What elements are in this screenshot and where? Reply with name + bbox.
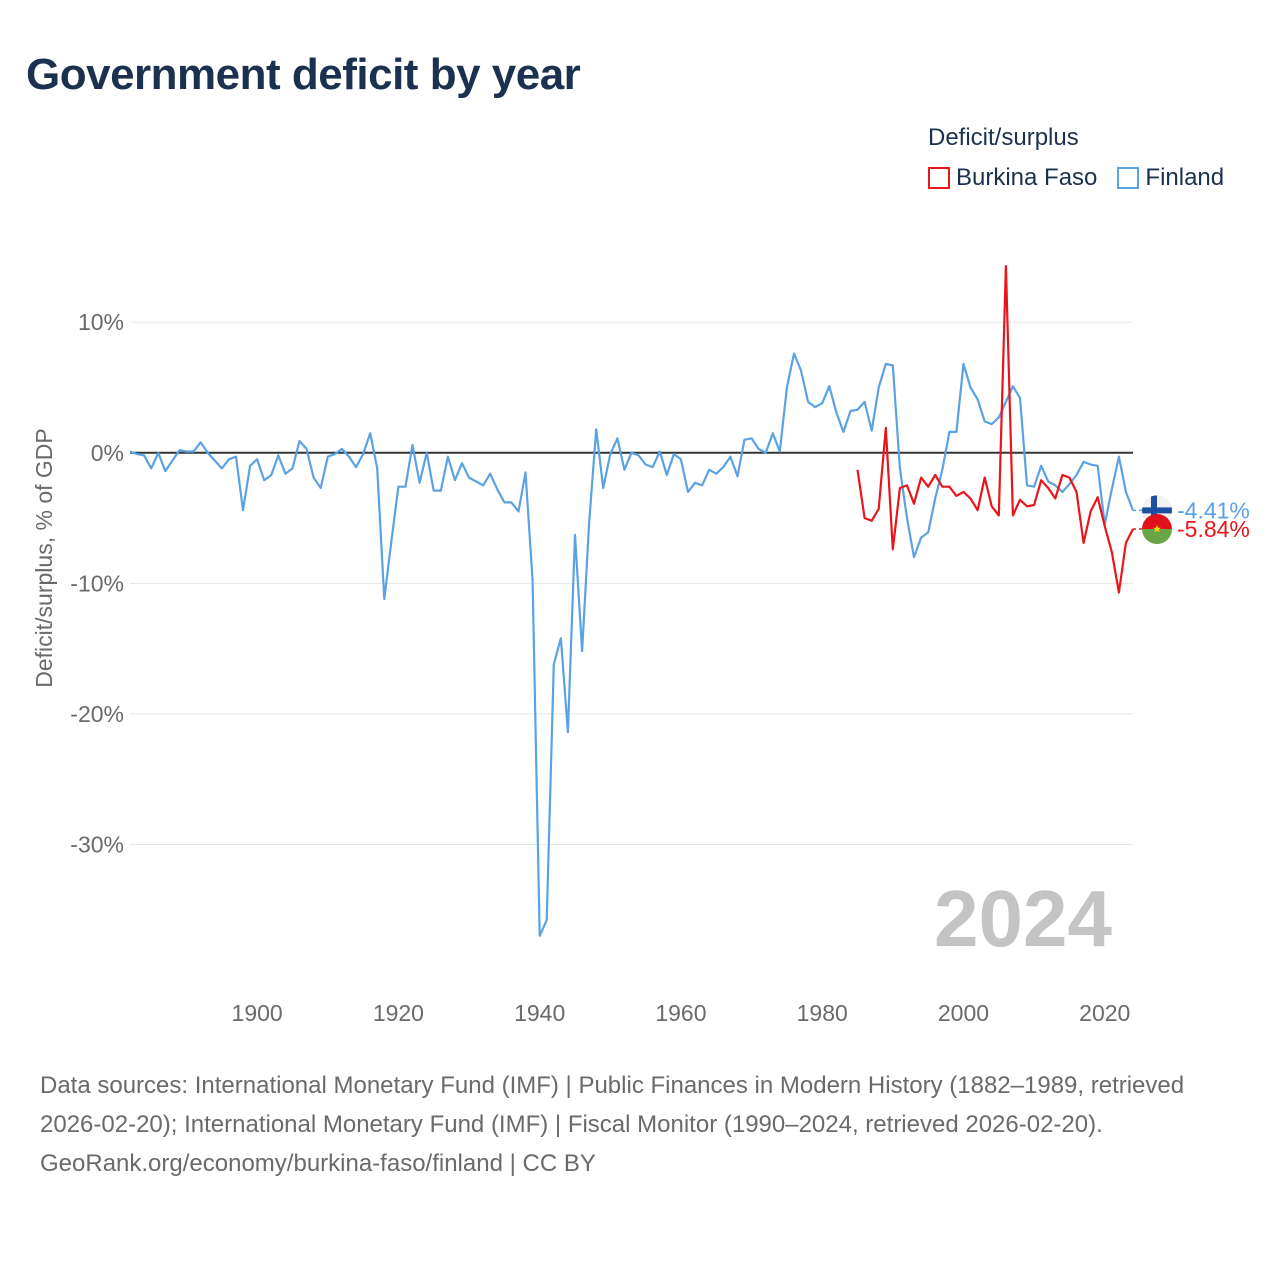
year-watermark: 2024 <box>934 874 1112 963</box>
legend-title: Deficit/surplus <box>928 124 1079 151</box>
y-tick-label: -20% <box>70 701 124 727</box>
y-tick-label: 10% <box>78 309 124 335</box>
legend-item-burkina-faso[interactable]: Burkina Faso <box>928 164 1097 192</box>
x-tick-label: 1980 <box>797 1000 848 1026</box>
legend-label-burkina-faso: Burkina Faso <box>956 164 1098 191</box>
credit-link[interactable]: GeoRank.org/economy/burkina-faso/finland… <box>40 1150 596 1177</box>
chart-title: Government deficit by year <box>26 50 581 99</box>
flag-bottom-band <box>1142 529 1172 544</box>
footer: Data sources: International Monetary Fun… <box>40 1066 1240 1183</box>
y-tick-label: -30% <box>70 831 124 857</box>
legend-swatch-burkina-faso <box>928 167 950 189</box>
end-value-label-burkina-faso: -5.84% <box>1177 516 1250 542</box>
legend-label-finland: Finland <box>1145 164 1225 191</box>
chart: 10% 0% -10% -20% -30% 1900 1920 1940 1960 1980 20… <box>31 265 1250 1026</box>
flag-top-band <box>1142 514 1172 529</box>
end-value-label-finland: -4.41% <box>1177 497 1250 523</box>
x-tick-label: 2020 <box>1079 1000 1130 1026</box>
y-tick-label: -10% <box>70 570 124 596</box>
y-axis-label: Deficit/surplus, % of GDP <box>31 428 57 687</box>
y-tick-label: 0% <box>91 440 124 466</box>
series-line-burkina-faso <box>856 265 1134 594</box>
legend-swatch-finland <box>1117 167 1140 189</box>
x-tick-label: 1940 <box>514 1000 565 1026</box>
x-tick-label: 1900 <box>232 1000 283 1026</box>
x-tick-label: 2000 <box>938 1000 989 1026</box>
x-tick-label: 1920 <box>373 1000 424 1026</box>
legend-item-finland[interactable]: Finland <box>1117 164 1224 192</box>
data-sources: Data sources: International Monetary Fun… <box>40 1072 1185 1138</box>
flag-cross-vertical <box>1151 495 1157 526</box>
burkina-faso-flag-graphic <box>1142 514 1172 544</box>
x-tick-label: 1960 <box>655 1000 706 1026</box>
flag-star <box>1153 525 1161 533</box>
series-line-finland <box>129 352 1135 937</box>
burkina-faso-flag-icon <box>1142 514 1172 544</box>
legend: Deficit/surplus Burkina Faso Finland <box>928 124 1224 192</box>
